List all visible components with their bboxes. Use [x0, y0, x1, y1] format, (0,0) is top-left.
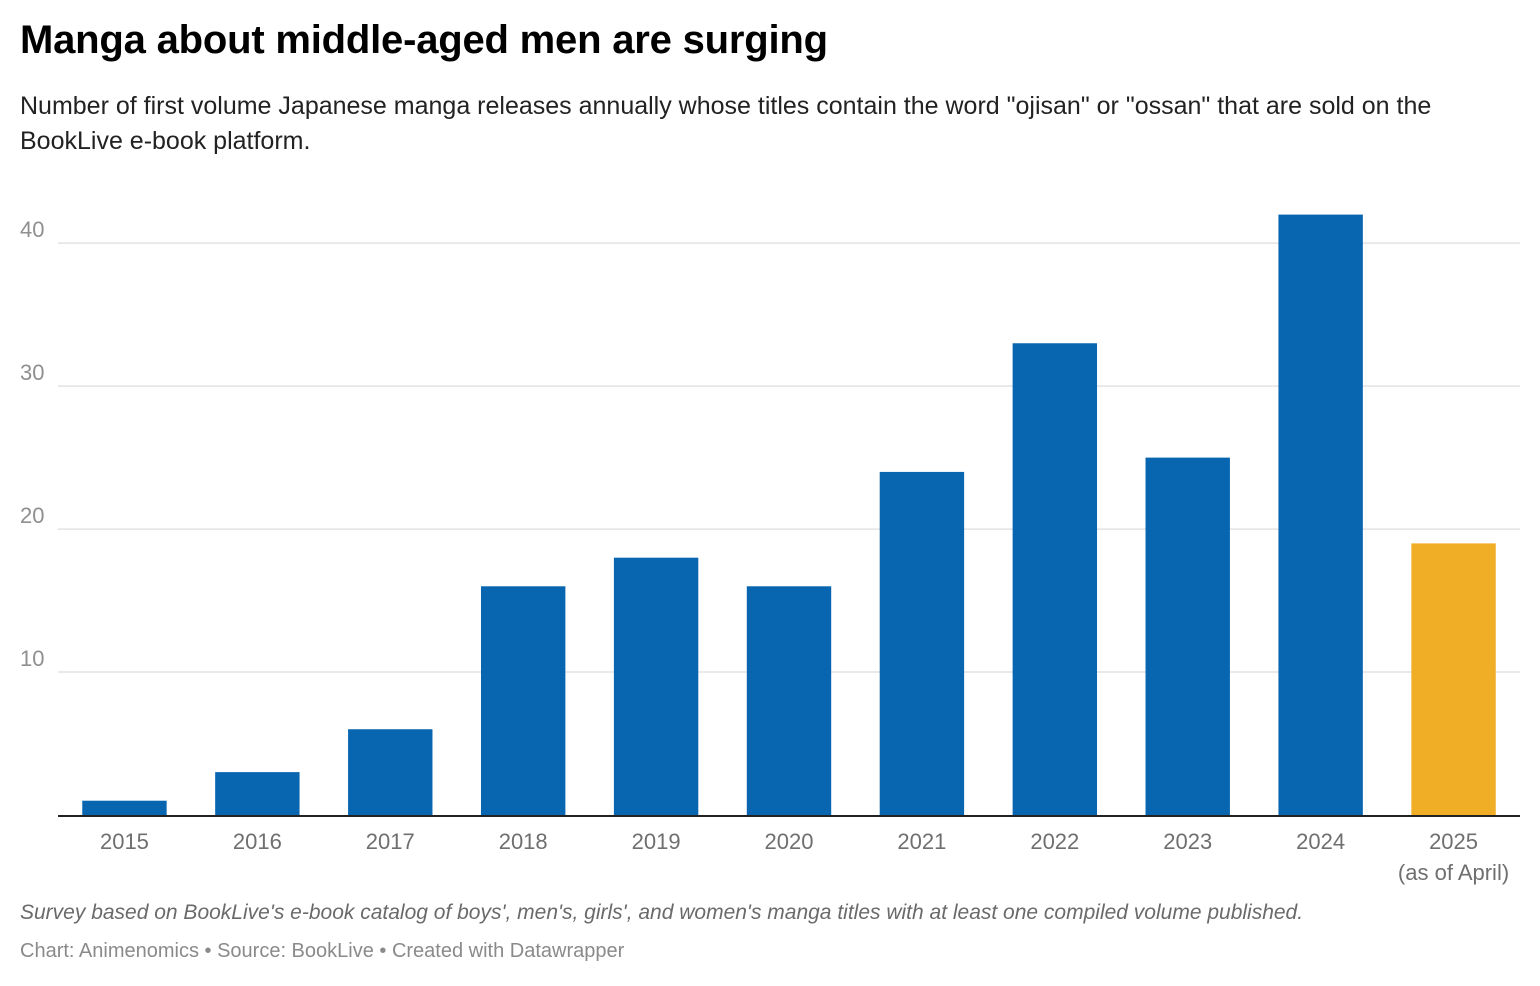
- x-tick-label: 2022: [1030, 829, 1079, 854]
- bar-2025: [1411, 543, 1496, 815]
- x-tick-label: 2018: [499, 829, 548, 854]
- y-tick-label: 20: [20, 503, 44, 528]
- y-tick-label: 30: [20, 360, 44, 385]
- x-tick-label: 2021: [897, 829, 946, 854]
- bar-2021: [879, 471, 965, 815]
- chart-notes: Survey based on BookLive's e-book catalo…: [20, 901, 1304, 924]
- y-tick-label: 40: [20, 217, 44, 242]
- chart-byline: Chart: Animenomics • Source: BookLive • …: [20, 940, 625, 962]
- bar-chart: 10 20 30 40 2015 2016 2017 2018 2019 2020 2021 202…: [20, 214, 1520, 885]
- x-tick-label: 2017: [366, 829, 415, 854]
- x-axis-labels: 2015 2016 2017 2018 2019 2020 2021 2022 2023 2024…: [100, 829, 1509, 885]
- gridlines: 10 20 30 40: [20, 217, 1520, 673]
- chart-subtitle: Number of first volume Japanese manga re…: [20, 92, 1432, 155]
- x-tick-label: 2016: [233, 829, 282, 854]
- bars: [82, 214, 1496, 815]
- bar-2022: [1012, 343, 1098, 815]
- x-tick-label: 2020: [765, 829, 814, 854]
- chart-title: Manga about middle-aged men are surging: [20, 18, 828, 62]
- bar-2015: [82, 800, 167, 815]
- x-tick-sublabel: (as of April): [1398, 860, 1509, 885]
- bar-2016: [215, 772, 300, 815]
- x-tick-label: 2023: [1163, 829, 1212, 854]
- bar-2020: [746, 586, 832, 815]
- bar-2019: [613, 557, 699, 815]
- bar-2024: [1278, 214, 1363, 815]
- y-tick-label: 10: [20, 646, 44, 671]
- x-tick-label: 2019: [632, 829, 681, 854]
- bar-2018: [480, 586, 566, 815]
- x-tick-label: 2025: [1429, 829, 1478, 854]
- bar-2023: [1145, 457, 1230, 815]
- x-tick-label: 2024: [1296, 829, 1345, 854]
- bar-2017: [348, 729, 433, 815]
- x-tick-label: 2015: [100, 829, 149, 854]
